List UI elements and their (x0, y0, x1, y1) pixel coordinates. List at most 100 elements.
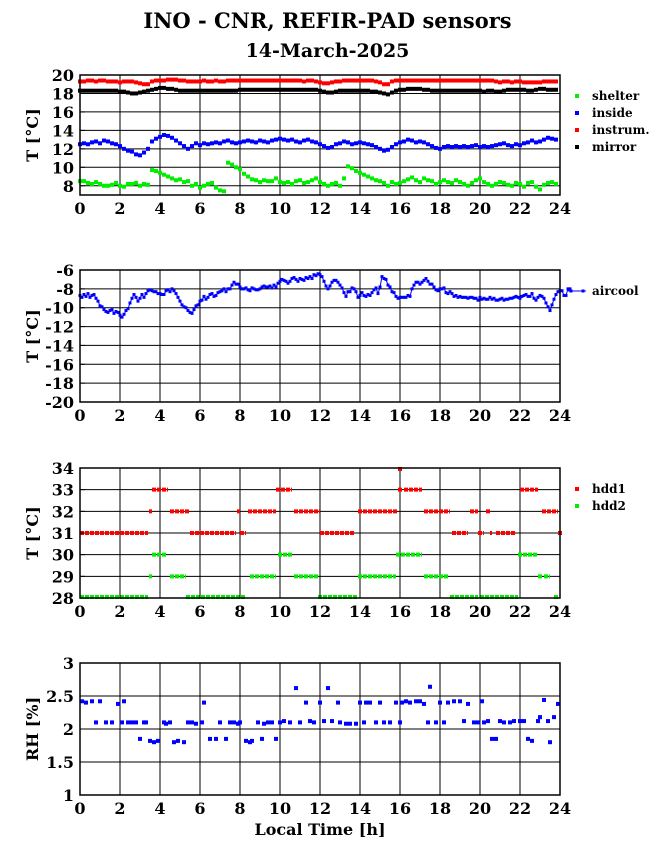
series-inside-point (338, 141, 342, 146)
legend-swatch (575, 111, 579, 115)
series-mirror-point (554, 87, 558, 92)
series-shelter-point (514, 181, 518, 185)
series-inside-point (330, 145, 334, 149)
series-aircool-point (522, 293, 526, 297)
series-instrum-point (290, 78, 294, 83)
x-tick-label: 18 (429, 799, 451, 818)
series-inside-point (206, 142, 210, 147)
y-axis-label: T [°C] (23, 309, 42, 362)
series-inside-point (482, 144, 486, 149)
series-aircool-point (352, 287, 356, 291)
series-inside-point (550, 136, 554, 141)
series-aircool-point (430, 282, 434, 286)
x-tick-label: 24 (549, 799, 571, 818)
legend-label: aircool (592, 284, 639, 298)
series-aircool-point (440, 287, 444, 291)
series-instrum-point (298, 78, 302, 83)
series-mirror-point (98, 88, 102, 93)
series-inside-point (134, 152, 138, 157)
series-aircool-point (550, 303, 554, 307)
series-shelter-point (118, 183, 122, 188)
series-aircool-point (128, 301, 132, 305)
x-tick-label: 22 (509, 799, 531, 818)
series-aircool-point (350, 286, 354, 290)
series-rh-point (288, 720, 292, 725)
series-aircool-point (480, 297, 484, 301)
series-aircool-point (374, 286, 378, 290)
series-aircool-point (220, 289, 224, 293)
y-tick-label: 8 (63, 177, 74, 196)
series-inside-point (146, 146, 150, 151)
series-rh-point (256, 720, 260, 725)
series-inside-point (198, 143, 202, 148)
series-aircool-point (528, 294, 532, 298)
series-aircool-point (310, 276, 314, 280)
series-rh-point (194, 721, 198, 726)
series-instrum-point (302, 79, 306, 84)
series-inside-point (346, 140, 350, 145)
series-rh-point (186, 720, 190, 725)
series-mirror-point (498, 89, 502, 94)
series-instrum-point (226, 78, 230, 83)
series-mirror-point (106, 88, 110, 93)
series-shelter-point (230, 162, 234, 167)
series-rh-point (442, 720, 446, 725)
y-tick-label: -10 (45, 299, 74, 318)
series-inside-point (270, 138, 274, 143)
series-aircool-point (172, 289, 176, 293)
series-mirror-point (258, 87, 262, 92)
series-instrum-point (158, 78, 162, 83)
series-shelter-point (370, 176, 374, 181)
series-aircool-point (354, 290, 358, 294)
series-inside-point (266, 140, 270, 145)
series-aircool-point (296, 279, 300, 283)
series-shelter-point (102, 183, 106, 188)
x-tick-label: 6 (194, 199, 205, 218)
series-aircool-point (392, 291, 396, 295)
series-mirror-point (242, 87, 246, 92)
series-aircool-point (224, 290, 228, 294)
series-inside-point (262, 139, 266, 144)
series-aircool-point (458, 294, 462, 298)
series-rh-point (552, 715, 556, 720)
series-mirror-point (506, 87, 510, 92)
series-shelter-point (394, 181, 398, 186)
series-rh-point (218, 720, 222, 725)
series-inside-point (454, 144, 458, 149)
series-mirror-point (318, 88, 322, 93)
series-aircool-point (200, 298, 204, 302)
series-instrum-point (222, 79, 226, 84)
series-mirror-point (326, 90, 330, 95)
series-inside-point (294, 139, 298, 144)
series-shelter-point (434, 181, 438, 186)
series-inside-point (406, 137, 410, 142)
series-inside-point (230, 140, 234, 145)
series-aircool-point (204, 297, 208, 301)
series-inside-point (246, 138, 250, 143)
series-aircool-point (416, 280, 420, 284)
series-inside-point (178, 141, 182, 146)
series-inside-point (106, 139, 110, 144)
series-rh-point (250, 738, 254, 743)
series-mirror-point (142, 89, 146, 94)
series-shelter-point (402, 179, 406, 184)
series-rh-point (214, 736, 218, 741)
series-aircool-point (280, 277, 284, 281)
series-shelter-point (410, 175, 414, 180)
series-mirror-point (306, 87, 310, 92)
series-shelter-point (94, 180, 98, 185)
series-aircool-point (506, 297, 510, 301)
series-shelter-point (390, 180, 394, 185)
series-aircool-point (450, 292, 454, 296)
series-mirror-point (462, 88, 466, 93)
series-aircool-point (370, 291, 374, 295)
series-instrum-point (142, 82, 146, 87)
series-shelter-point (458, 180, 462, 185)
series-instrum-point (398, 78, 402, 83)
series-instrum-point (358, 78, 362, 83)
x-tick-label: 8 (234, 199, 245, 218)
series-shelter-point (90, 181, 94, 186)
